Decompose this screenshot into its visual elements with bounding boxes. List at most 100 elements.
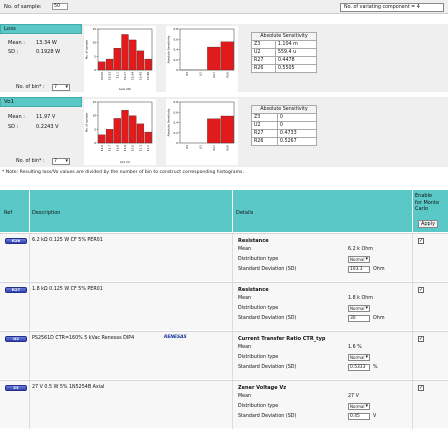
x-axis-label: Vo1 (V) <box>120 160 130 164</box>
sd-input[interactable]: 30 <box>348 315 370 322</box>
bar <box>113 118 121 144</box>
loss-histogram: 0 5 10 15 13.06 13.13 13.2 13.27 13.34 13.41 13.48… <box>84 26 156 92</box>
apply-button[interactable]: Apply <box>418 220 438 228</box>
y-axis-label: No. of sample <box>85 113 89 133</box>
col-details: Details <box>236 210 254 216</box>
vo-panel: Vo1 Mean : 11.97 V SD : 0.2243 V No. of … <box>0 97 448 167</box>
bar <box>144 131 152 144</box>
bar <box>220 41 234 71</box>
sens-value: 0.4478 <box>274 56 318 65</box>
table-row: R27 1.8 kΩ 0.125 W CF 5% PER01 Resistanc… <box>0 282 448 331</box>
vo-sd-value: 0.2243 V <box>36 124 59 130</box>
sd-unit: V <box>373 414 377 419</box>
y-tick-label: 15 <box>92 100 96 104</box>
y-tick-label: 5 <box>94 127 96 131</box>
sd-label: Standard Deviation (SD) <box>238 414 297 419</box>
y-tick-label: 5 <box>94 54 96 58</box>
y-tick-label: 0 <box>176 68 178 72</box>
x-tick-label: 13.27 <box>123 72 127 80</box>
table-row: R26 0.5505 <box>251 64 318 73</box>
loss-panel-title: Loss <box>0 24 82 34</box>
bar <box>144 58 152 71</box>
loss-bin-label: No. of bin* : <box>16 85 45 90</box>
sens-name: R27 <box>251 56 276 65</box>
dist-label: Distribution type <box>238 257 279 262</box>
sd-unit: % <box>373 365 378 370</box>
table-row: Z3 1.104 m <box>251 40 318 49</box>
sd-unit: Ohm <box>373 267 385 272</box>
manufacturer-logo: RENESAS <box>164 335 187 340</box>
y-tick-label: 0.2 <box>174 131 179 135</box>
x-tick-label: 13.13 <box>108 72 112 80</box>
ref-button[interactable]: R27 <box>5 287 27 293</box>
loss-bin-select[interactable]: 7 <box>52 84 70 91</box>
distribution-select[interactable]: Normal <box>348 256 370 263</box>
enable-checkbox[interactable]: ✓ <box>418 385 424 391</box>
sens-value: 0.5505 <box>274 64 318 73</box>
mean-value: 1.6 % <box>348 345 362 350</box>
mean-value: 6.2 k Ohm <box>348 247 373 252</box>
sd-label: Standard Deviation (SD) <box>238 267 297 272</box>
bar <box>129 115 137 144</box>
bar <box>129 39 137 71</box>
sd-input[interactable]: 103.3 <box>348 266 370 273</box>
vo-bin-label: No. of bin* : <box>16 159 45 164</box>
sd-input[interactable]: 0.5333 <box>348 364 370 371</box>
bar <box>98 134 106 144</box>
enable-checkbox[interactable]: ✓ <box>418 336 424 342</box>
sens-value: 1.104 m <box>274 40 318 49</box>
row-description: 1.8 kΩ 0.125 W CF 5% PER01 <box>32 287 103 292</box>
vo-sensitivity-table: Absolute Sensitivity Z3 0 U2 0 R27 0.4733 R… <box>251 105 318 146</box>
x-tick-label: R26 <box>225 145 229 151</box>
y-tick-label: 0.4 <box>174 48 179 52</box>
vo-sensitivity-header: Absolute Sensitivity <box>251 105 317 114</box>
mean-value: 1.8 k Ohm <box>348 296 373 301</box>
x-tick-label: 11.8 <box>115 145 119 151</box>
x-tick-label: U2 <box>198 72 202 76</box>
top-bar: No. of sample: 50 No. of variating compo… <box>0 0 448 14</box>
x-tick-label: R27 <box>212 145 216 151</box>
y-tick-label: 0 <box>176 141 178 145</box>
y-tick-label: 10 <box>92 114 96 118</box>
y-tick-label: 0 <box>94 68 96 72</box>
row-description: PS2561D CTR=160% 5 kVac Renesas DIP4 <box>32 336 135 341</box>
ref-button[interactable]: U2 <box>5 336 27 342</box>
ref-button[interactable]: R26 <box>5 238 27 244</box>
y-tick-label: 0.8 <box>174 27 179 31</box>
table-row: Z3 0 <box>251 113 318 122</box>
distribution-select[interactable]: Normal <box>348 305 370 312</box>
bar <box>136 123 145 144</box>
vo-sensitivity-chart: 0 0.2 0.4 0.6 0.8 Z3 U2 R27 R26 Absolute Sensitiv… <box>166 99 238 165</box>
mean-label: Mean <box>238 394 252 399</box>
y-axis-label: Absolute Sensitivity <box>167 108 171 136</box>
y-tick-label: 0.2 <box>174 58 179 62</box>
sens-value: 0.5267 <box>276 137 318 146</box>
x-tick-label: Z3 <box>185 72 189 76</box>
vo-bin-select[interactable]: 7 <box>52 158 70 165</box>
ref-button[interactable]: Z3 <box>5 385 27 391</box>
num-sample-input[interactable]: 50 <box>52 3 68 10</box>
enable-checkbox[interactable]: ✓ <box>418 287 424 293</box>
bar <box>105 129 114 144</box>
y-tick-label: 0.6 <box>174 110 179 114</box>
vo-mean: Mean : 11.97 V <box>8 114 55 120</box>
distribution-select[interactable]: Normal <box>348 403 370 410</box>
x-tick-label: 11.9 <box>123 145 127 151</box>
histogram-note: * Note: Resulting loss/Vo values are div… <box>2 170 244 175</box>
variating-component-count: No. of variating component = 4 <box>340 3 444 12</box>
x-tick-label: R27 <box>212 72 216 78</box>
row-description: 27 V 0.5 W 5% 1N5254B Axial <box>32 385 105 390</box>
vo-histogram: 0 5 10 15 11.6 11.7 11.8 11.9 12.0 12.1 12.2 No. of… <box>84 99 156 165</box>
x-tick-label: 12.0 <box>131 145 135 151</box>
enable-checkbox[interactable]: ✓ <box>418 238 424 244</box>
table-row: R27 0.4478 <box>251 56 318 65</box>
distribution-select[interactable]: Normal <box>348 354 370 361</box>
vo-sd-label: SD : <box>8 124 19 130</box>
bar <box>136 50 145 71</box>
sd-input[interactable]: 0.45 <box>348 413 370 420</box>
x-tick-label: 13.2 <box>115 72 119 78</box>
loss-mean-value: 13.34 W <box>36 40 57 46</box>
x-axis-label: Loss (W) <box>119 87 131 91</box>
x-tick-label: 11.7 <box>108 145 112 151</box>
col-enable-monte-carlo: Enable for Monte Carlo <box>415 193 440 212</box>
